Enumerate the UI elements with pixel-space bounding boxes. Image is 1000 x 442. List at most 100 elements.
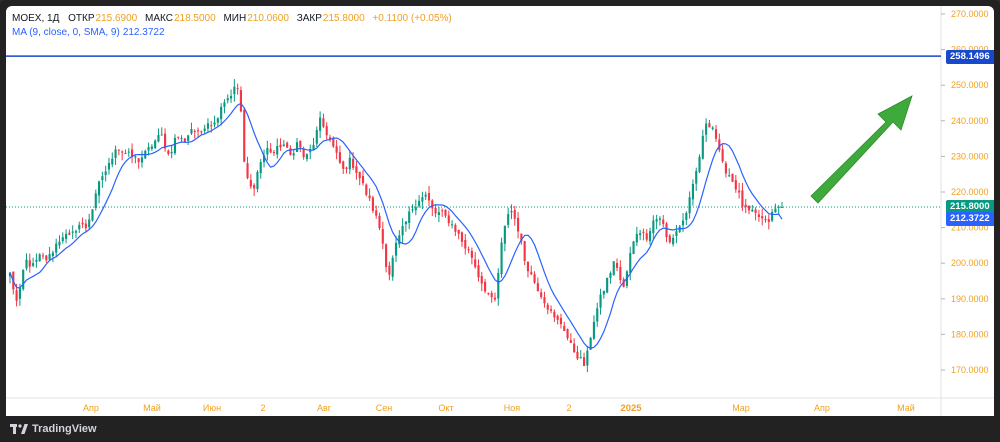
candle-body: [48, 254, 51, 260]
candle-body: [107, 162, 111, 170]
candle-body: [708, 123, 711, 128]
price-tick-label: 190.0000: [951, 294, 989, 304]
candle-body: [648, 231, 652, 242]
time-tick-label: Ноя: [504, 403, 521, 413]
candle-body: [325, 126, 328, 136]
candle-body: [589, 337, 592, 350]
candle-body: [454, 224, 457, 232]
candle-body: [25, 259, 28, 269]
up-trend-arrow[interactable]: [810, 95, 913, 204]
candle-body: [177, 136, 180, 138]
candle-body: [104, 171, 107, 175]
candle-body: [642, 231, 645, 233]
candle-body: [163, 133, 167, 149]
candle-body: [639, 233, 642, 236]
ma-indicator-name[interactable]: MA (9, close, 0, SMA, 9): [12, 27, 120, 38]
candle-body: [381, 229, 384, 244]
candle-body: [586, 350, 589, 366]
candle-body: [68, 232, 71, 235]
candle-body: [253, 184, 256, 189]
candle-body: [312, 144, 315, 150]
candle-body: [134, 156, 137, 158]
candle-body: [662, 219, 665, 225]
candle-body: [437, 212, 440, 216]
candle-body: [573, 343, 576, 353]
candle-body: [295, 142, 299, 153]
candle-body: [236, 88, 239, 90]
candle-body: [658, 218, 662, 220]
candle-body: [101, 176, 104, 181]
candle-body: [672, 237, 675, 245]
price-tick-label: 240.0000: [951, 116, 989, 126]
candle-body: [249, 180, 252, 187]
candle-body: [559, 317, 563, 325]
candle-body: [645, 233, 648, 240]
candle-body: [576, 351, 579, 359]
price-tick-label: 230.0000: [951, 151, 989, 161]
candle-body: [210, 125, 213, 127]
candle-body: [510, 210, 513, 213]
candle-body: [35, 259, 38, 262]
time-tick-label: Июн: [203, 403, 221, 413]
candle-body: [259, 162, 262, 174]
candle-body: [147, 147, 150, 151]
candle-body: [74, 231, 78, 233]
candle-body: [411, 209, 414, 211]
candle-body: [602, 290, 605, 295]
price-tick-label: 250.0000: [951, 80, 989, 90]
candle-body: [665, 223, 668, 238]
candle-body: [276, 145, 279, 155]
chart-pane[interactable]: 270.0000 260.0000 250.0000 240.0000 230.0000…: [6, 6, 994, 416]
candle-body: [322, 118, 325, 127]
candle-body: [540, 292, 543, 298]
candle-body: [747, 205, 751, 211]
candle-body: [127, 151, 130, 153]
candle-body: [213, 122, 216, 125]
candle-body: [668, 235, 671, 243]
tradingview-logo[interactable]: TradingView: [10, 423, 97, 435]
candle-body: [160, 134, 163, 136]
hline-price-label[interactable]: 258.1496: [946, 50, 994, 64]
high-value: 218.5000: [173, 13, 216, 24]
price-tick-label: 260.0000: [951, 45, 989, 55]
candle-body: [398, 235, 401, 245]
candle-body: [563, 325, 566, 331]
time-tick-label: Апр: [814, 403, 830, 413]
candle-body: [117, 149, 120, 151]
candle-body: [543, 297, 546, 304]
candle-body: [206, 123, 210, 129]
candle-body: [460, 232, 464, 242]
candle-body: [619, 266, 622, 280]
candle-body: [196, 130, 200, 132]
candle-body: [553, 311, 556, 318]
candle-body: [190, 129, 193, 134]
candle-body: [599, 294, 602, 308]
candle-body: [279, 144, 282, 148]
candle-body: [530, 272, 533, 275]
candle-body: [688, 197, 691, 214]
candle-body: [401, 225, 404, 236]
ma-legend[interactable]: MA (9, close, 0, SMA, 9) 212.3722: [12, 27, 165, 38]
price-tick-label: 180.0000: [951, 329, 989, 339]
price-tick-label: 200.0000: [951, 258, 989, 268]
candle-body: [741, 190, 744, 207]
candle-body: [629, 253, 632, 274]
candle-body: [94, 193, 97, 208]
symbol-label[interactable]: MOEX, 1Д: [12, 13, 60, 24]
candle-body: [378, 215, 381, 229]
candle-body: [385, 244, 388, 268]
candle-body: [754, 209, 757, 213]
change-value: +0.1100 (+0.05%): [372, 13, 452, 24]
candle-body: [493, 297, 497, 300]
candle-body: [272, 152, 276, 154]
candle-body: [771, 211, 774, 221]
candle-body: [777, 206, 780, 208]
candle-body: [352, 158, 355, 168]
open-value: 215.6900: [95, 13, 138, 24]
price-chart[interactable]: 270.0000 260.0000 250.0000 240.0000 230.0000…: [6, 6, 994, 416]
candle-body: [533, 274, 536, 283]
time-tick-label: Май: [897, 403, 915, 413]
candle-body: [421, 197, 424, 202]
candle-body: [767, 219, 770, 222]
candle-body: [582, 357, 586, 366]
